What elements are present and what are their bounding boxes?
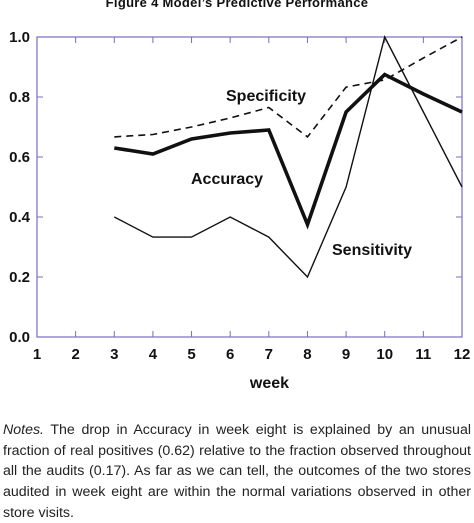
x-tick-label: 9: [342, 346, 350, 363]
y-tick-label: 1.0: [9, 29, 30, 46]
series-label-accuracy: Accuracy: [191, 171, 263, 188]
x-tick-label: 10: [376, 346, 393, 363]
line-chart: 1 2 3 4 5 6 7 8 9 10 11 120.00.20.40.60.81.0weekSpe…: [9, 29, 471, 392]
figure-title: Figure 4 Model’s Predictive Performance: [105, 0, 369, 10]
x-axis-label: week: [249, 375, 289, 392]
x-tick-label: 4: [149, 346, 158, 363]
x-tick-label: 3: [110, 346, 118, 363]
y-tick-label: 0.4: [9, 209, 31, 226]
x-tick-label: 5: [187, 346, 195, 363]
notes-label: Notes.: [3, 422, 45, 439]
series-line-accuracy: [114, 72, 463, 230]
series-label-specificity: Specificity: [226, 88, 306, 105]
series-line-sensitivity: [113, 35, 463, 279]
x-tick-label: 12: [454, 346, 471, 363]
y-tick-label: 0.2: [9, 269, 30, 286]
x-tick-label: 7: [265, 346, 273, 363]
x-tick-label: 6: [226, 346, 234, 363]
y-tick-label: 0.8: [9, 89, 30, 106]
y-tick-label: 0.6: [9, 149, 30, 166]
series-line-specificity: [114, 36, 463, 139]
x-tick-label: 2: [71, 346, 79, 363]
figure-notes: Notes. The drop in Accuracy in week eigh…: [3, 420, 471, 523]
x-tick-label: 1: [33, 346, 41, 363]
x-tick-label: 11: [415, 346, 431, 363]
y-tick-label: 0.0: [9, 329, 30, 346]
x-tick-label: 8: [303, 346, 311, 363]
series-label-sensitivity: Sensitivity: [332, 242, 412, 259]
